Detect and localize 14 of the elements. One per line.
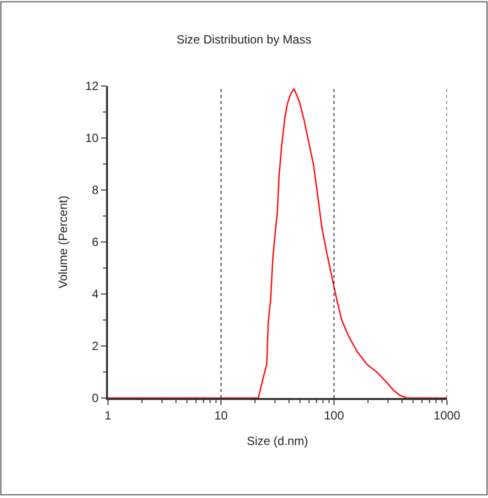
x-tick-label: 1 — [104, 408, 112, 422]
y-axis-title: Volume (Percent) — [56, 196, 70, 288]
y-tick-label: 4 — [92, 287, 99, 302]
x-tick-label: 100 — [324, 408, 344, 422]
y-tick-label: 6 — [92, 235, 99, 250]
x-tick-label: 1000 — [434, 408, 461, 422]
y-tick-label: 8 — [92, 183, 99, 198]
y-tick-label: 10 — [85, 131, 99, 146]
chart-title: Size Distribution by Mass — [176, 32, 312, 46]
y-tick-label: 12 — [85, 79, 99, 94]
x-tick-label: 10 — [214, 408, 228, 422]
y-tick-label: 0 — [92, 391, 99, 406]
x-axis-title: Size (d.nm) — [246, 434, 308, 448]
y-tick-label: 2 — [92, 339, 99, 354]
